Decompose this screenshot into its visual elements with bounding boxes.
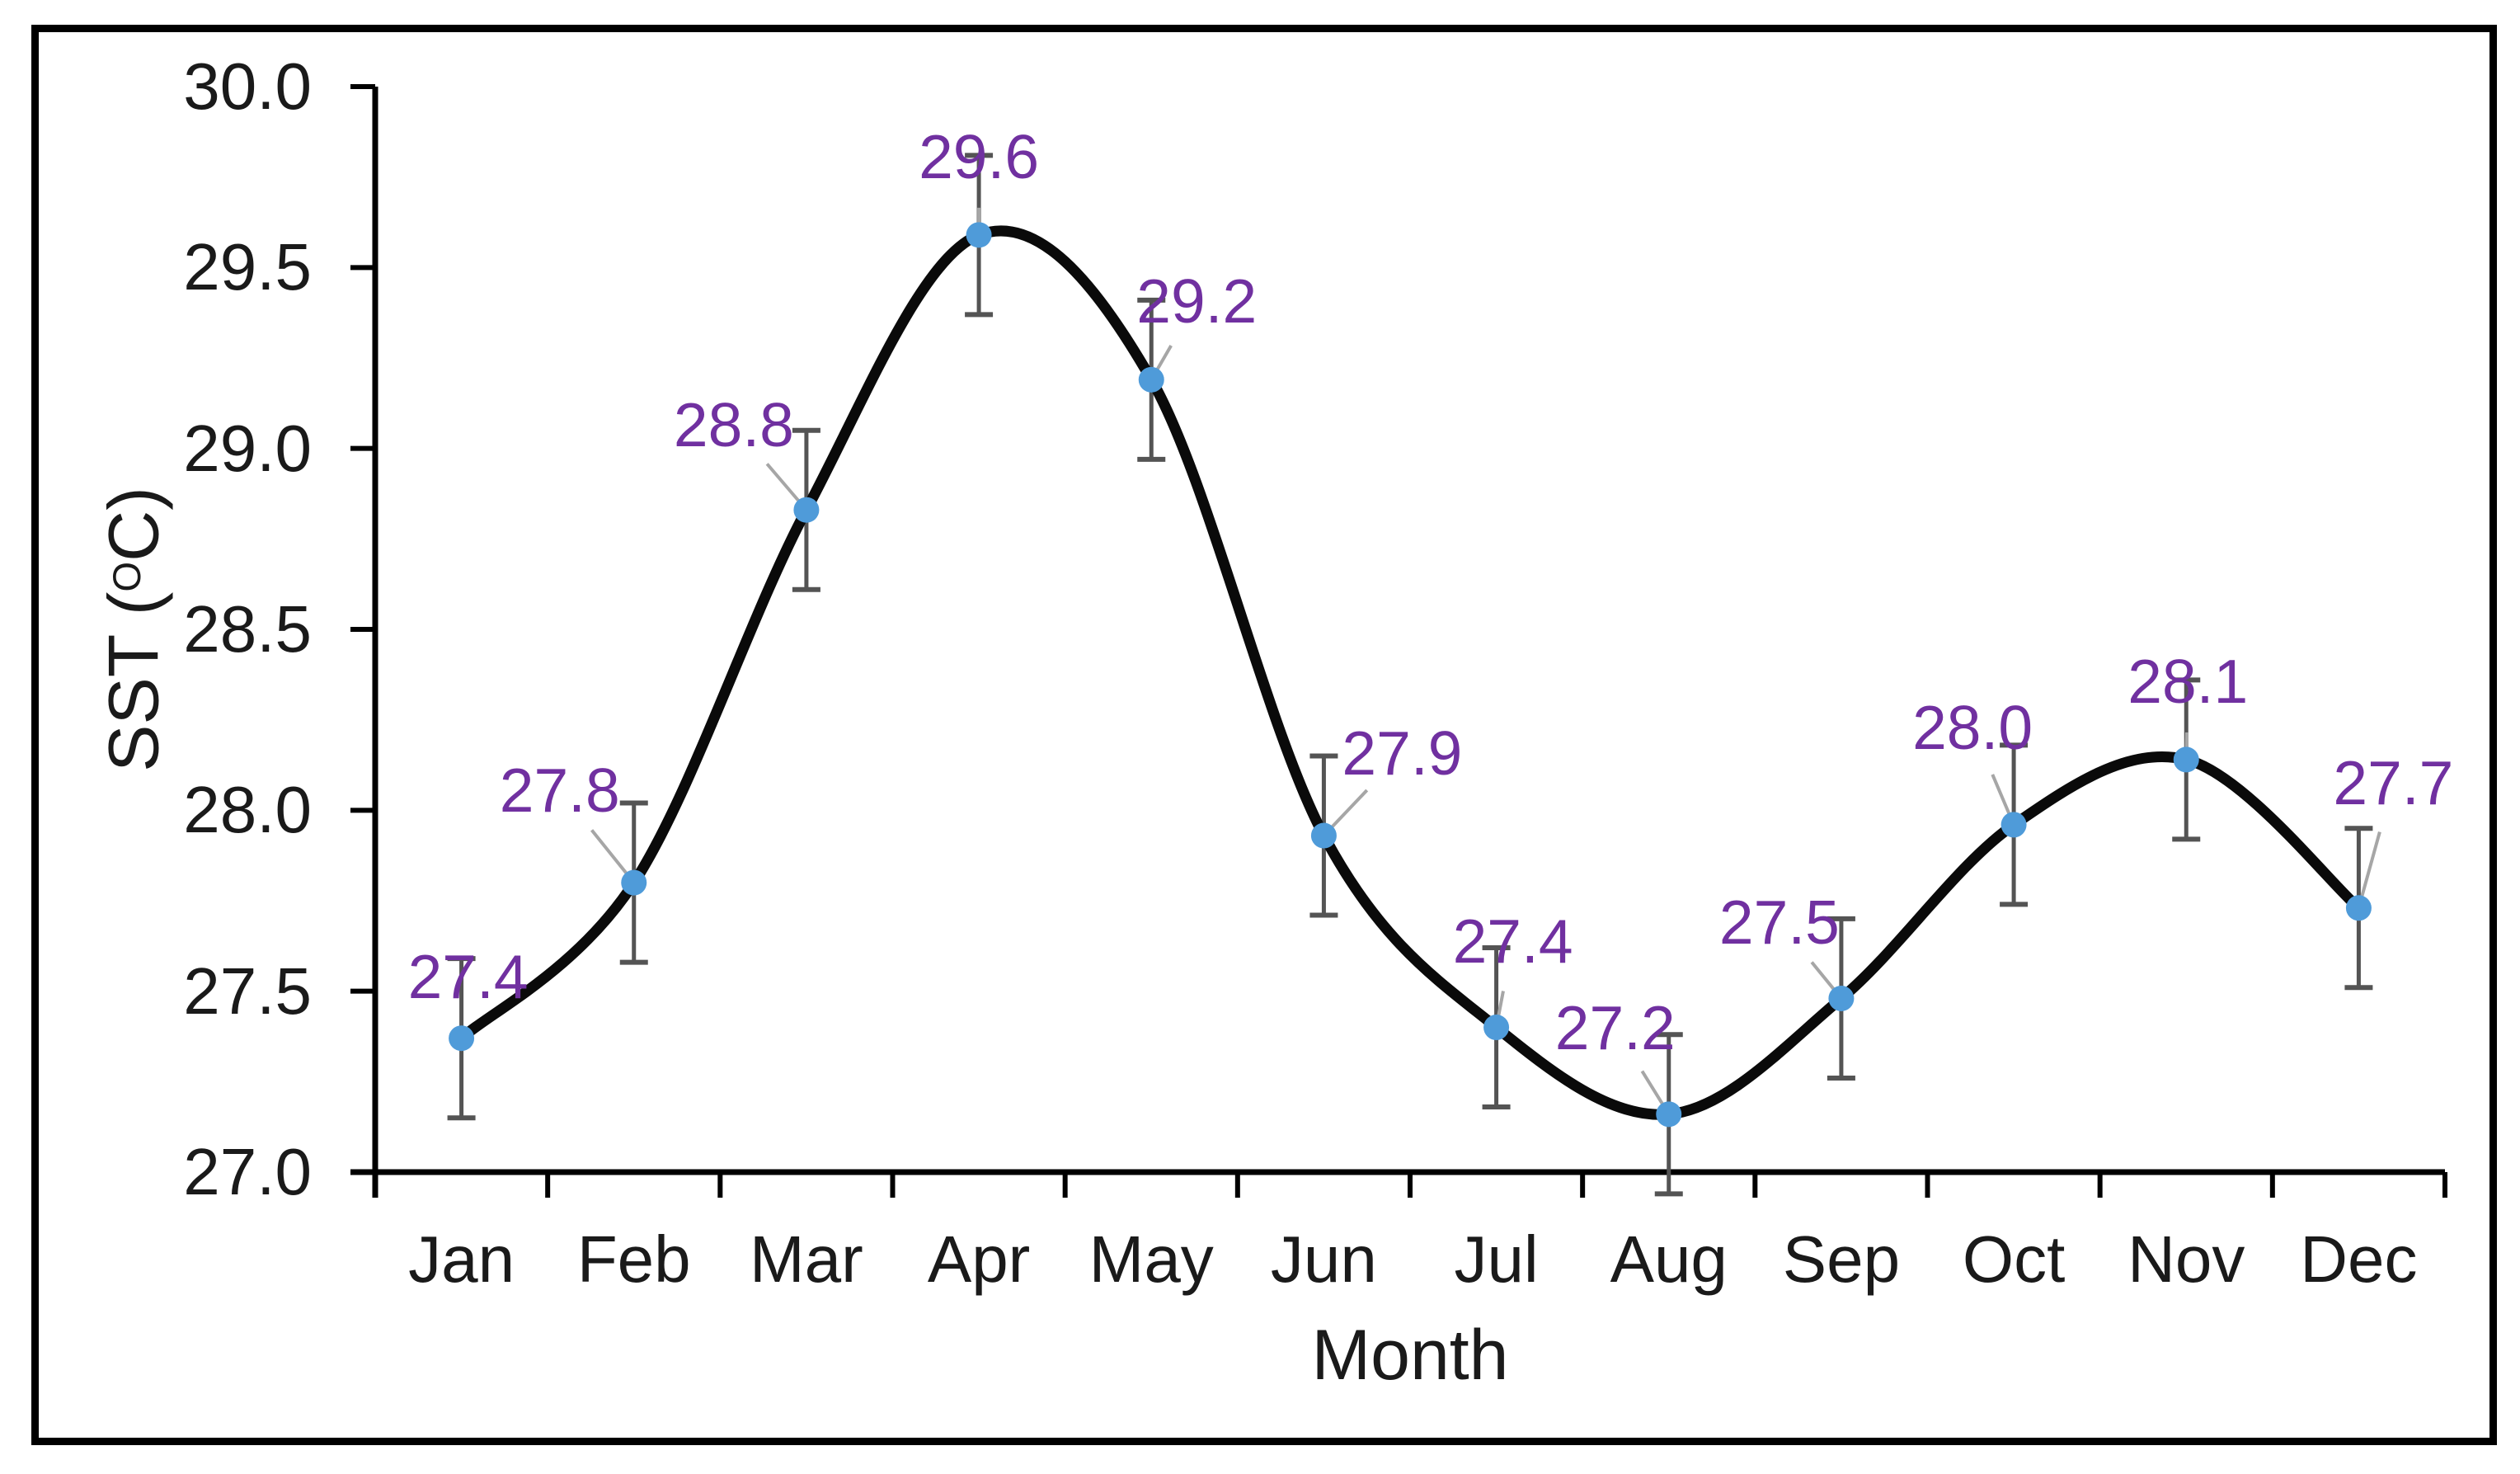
x-tick-label: Aug [1610, 1222, 1728, 1296]
x-tick-label: Jun [1270, 1222, 1377, 1296]
data-label: 28.1 [2127, 646, 2249, 716]
y-axis-title-suffix: C) [94, 487, 174, 562]
data-point-marker [1656, 1101, 1682, 1128]
chart-border-frame [31, 25, 2497, 1445]
x-tick-label: Jul [1454, 1222, 1539, 1296]
x-tick-label: Jan [408, 1222, 515, 1296]
y-tick-label: 29.5 [183, 230, 312, 304]
data-point-marker [2173, 746, 2199, 773]
x-tick-label: May [1088, 1222, 1214, 1296]
y-tick-label: 27.0 [183, 1135, 312, 1208]
data-point-marker [1483, 1015, 1510, 1041]
y-axis-title-prefix: SST ( [94, 591, 174, 772]
data-point-marker [2345, 895, 2372, 921]
x-tick-label: Apr [927, 1222, 1031, 1296]
data-label: 27.7 [2333, 747, 2454, 817]
data-label: 28.8 [673, 390, 794, 460]
y-axis-title-superscript: O [106, 561, 149, 592]
data-point-marker [966, 222, 992, 248]
x-tick-label: Dec [2300, 1222, 2418, 1296]
x-tick-label: Mar [750, 1222, 863, 1296]
data-point-marker [1138, 366, 1164, 393]
data-label: 29.6 [919, 121, 1040, 191]
y-tick-label: 30.0 [183, 49, 312, 123]
x-tick-label: Sep [1782, 1222, 1901, 1296]
y-axis-title: SST (OC) [82, 341, 173, 918]
data-label: 28.0 [1912, 692, 2033, 762]
data-label: 27.9 [1342, 718, 1463, 789]
y-tick-label: 28.0 [183, 773, 312, 847]
data-label: 27.4 [1452, 906, 1573, 976]
x-axis-title: Month [1311, 1316, 1509, 1395]
data-label: 27.2 [1554, 992, 1676, 1062]
x-tick-label: Feb [576, 1222, 691, 1296]
x-tick-label: Nov [2127, 1222, 2245, 1296]
data-label: 29.2 [1136, 266, 1258, 337]
x-tick-label: Oct [1962, 1222, 2066, 1296]
data-point-marker [621, 869, 647, 896]
data-point-marker [1828, 985, 1855, 1011]
data-label: 27.8 [499, 756, 620, 826]
data-point-marker [793, 497, 820, 523]
data-point-marker [2000, 812, 2027, 838]
label-leader-line [2357, 831, 2381, 909]
y-tick-label: 28.5 [183, 592, 312, 666]
y-tick-label: 29.0 [183, 411, 312, 485]
data-point-marker [1310, 822, 1337, 849]
series-line [456, 225, 2364, 1120]
data-label: 27.4 [407, 941, 529, 1011]
data-label: 27.5 [1718, 888, 1840, 958]
data-point-marker [449, 1025, 475, 1052]
y-tick-label: 27.5 [183, 954, 312, 1028]
